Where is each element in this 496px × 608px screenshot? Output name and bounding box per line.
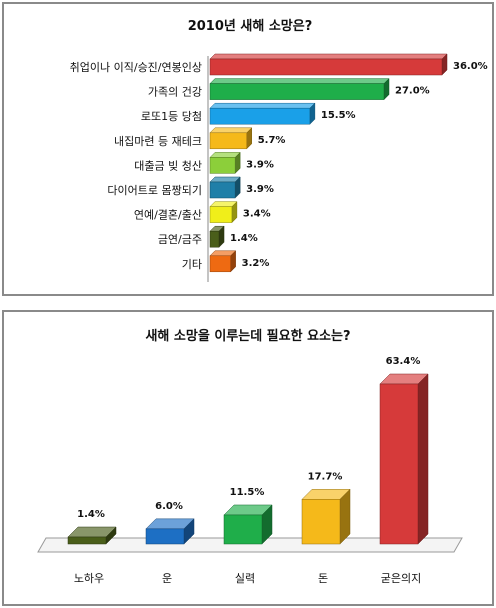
bar-front-face xyxy=(209,157,236,174)
value-label: 6.0% xyxy=(155,501,183,512)
column xyxy=(301,488,351,545)
value-label: 3.9% xyxy=(246,184,274,195)
bar-front-face xyxy=(209,230,220,248)
column xyxy=(67,526,117,545)
category-label: 로또1등 당첨 xyxy=(141,110,202,123)
wish-chart-panel: 2010년 새해 소망은? 취업이나 이직/승진/연봉인상 36.0% 가족의 건강… xyxy=(2,2,494,296)
value-label: 15.5% xyxy=(321,110,356,121)
category-label: 운 xyxy=(162,572,172,585)
chart-title: 새해 소망을 이루는데 필요한 요소는? xyxy=(145,328,350,344)
column-front-face xyxy=(379,383,419,545)
column xyxy=(223,504,273,545)
column xyxy=(379,373,429,545)
bar-top-face xyxy=(209,78,390,84)
bar-front-face xyxy=(209,206,233,223)
value-label: 3.2% xyxy=(242,258,270,269)
bar-front-face xyxy=(209,58,443,76)
bar-top-face xyxy=(209,53,448,60)
category-label: 연예/결혼/출산 xyxy=(134,209,202,222)
bar-front-face xyxy=(209,107,311,125)
category-label: 실력 xyxy=(235,572,255,585)
wish-chart: 2010년 새해 소망은? 취업이나 이직/승진/연봉인상 36.0% 가족의 건강… xyxy=(70,18,488,282)
column-side-face xyxy=(417,373,429,545)
column-front-face xyxy=(301,499,341,545)
column-side-face xyxy=(339,488,351,545)
category-label: 기타 xyxy=(182,258,202,271)
category-label: 가족의 건강 xyxy=(148,86,202,99)
bar-group: 1.4% 노하우 6.0% 운 11.5% 실력 17.7% 돈 63.4% 굳은의지 xyxy=(67,356,429,585)
category-label: 내집마련 등 재테크 xyxy=(114,135,202,148)
bar xyxy=(209,225,225,248)
category-label: 취업이나 이직/승진/연봉인상 xyxy=(70,61,202,74)
category-label: 돈 xyxy=(318,572,328,585)
category-label: 다이어트로 몸짱되기 xyxy=(107,184,202,197)
bar-group: 취업이나 이직/승진/연봉인상 36.0% 가족의 건강 27.0% 로또1등 당첨 15… xyxy=(70,53,488,273)
value-label: 1.4% xyxy=(230,233,258,244)
value-label: 17.7% xyxy=(308,471,343,482)
column-front-face xyxy=(223,514,263,545)
bar xyxy=(209,151,241,175)
value-label: 3.4% xyxy=(243,209,271,220)
category-label: 금연/금주 xyxy=(158,233,202,246)
value-label: 1.4% xyxy=(77,509,105,520)
chart-floor xyxy=(37,537,463,553)
bar-front-face xyxy=(209,83,385,100)
bar xyxy=(209,77,390,101)
value-label: 27.0% xyxy=(395,86,430,97)
bar-top-face xyxy=(209,102,316,109)
chart-title: 2010년 새해 소망은? xyxy=(188,18,313,34)
bar-front-face xyxy=(209,132,247,150)
bar xyxy=(209,250,237,273)
bar xyxy=(209,127,253,150)
bar-front-face xyxy=(209,181,236,199)
value-label: 3.9% xyxy=(246,159,274,170)
value-label: 63.4% xyxy=(386,356,421,367)
column-front-face xyxy=(145,528,185,545)
column-front-face xyxy=(67,536,107,545)
bar xyxy=(209,53,448,76)
column xyxy=(145,518,195,545)
value-label: 36.0% xyxy=(453,61,488,72)
category-label: 대출금 빚 청산 xyxy=(134,159,202,172)
bar xyxy=(209,200,238,224)
bar-front-face xyxy=(209,255,231,273)
category-label: 노하우 xyxy=(74,571,104,585)
bar xyxy=(209,176,241,199)
factor-chart: 새해 소망을 이루는데 필요한 요소는? 1.4% 노하우 6.0% 운 11.5% 실력… xyxy=(37,328,463,585)
value-label: 11.5% xyxy=(230,487,265,498)
category-label: 굳은의지 xyxy=(381,572,421,585)
factor-chart-panel: 새해 소망을 이루는데 필요한 요소는? 1.4% 노하우 6.0% 운 11.5% 실력… xyxy=(2,310,494,606)
value-label: 5.7% xyxy=(258,135,286,146)
bar xyxy=(209,102,316,125)
bar-top-face xyxy=(209,127,253,134)
